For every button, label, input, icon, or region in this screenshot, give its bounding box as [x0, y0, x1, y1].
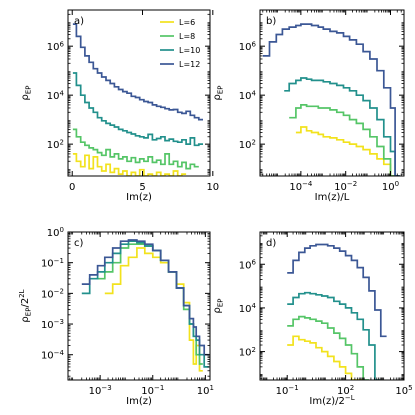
panel-b: 10−4​ 10−2​ 100​ 102​ 104​ 106​ Im(z)/L ρEP​ b): [212, 9, 405, 203]
panel-c: 10−3​ 10−1​ 101​ 10−4​ 10−3​ 10−2​ 10−1​ 100​ Im…: [18, 226, 214, 407]
series-line-l12: [81, 239, 209, 356]
axes-frame: [67, 9, 211, 177]
panel-label: d): [266, 238, 276, 249]
x-axis-label: Im(z): [126, 396, 152, 407]
series-line-l6: [295, 126, 400, 176]
y-tick-label: 104​: [47, 89, 65, 102]
x-axis-label: Im(z): [126, 192, 152, 203]
x-axis-label: Im(z)/2−L​: [309, 394, 354, 407]
panel-label: c): [74, 238, 83, 249]
y-tick-label: 10−2​: [41, 288, 64, 301]
y-tick-label: 102​: [47, 138, 64, 151]
series-line-l12: [287, 243, 387, 338]
series-line-l10: [72, 72, 203, 147]
axes-frame: [259, 9, 405, 177]
x-tick-label: 5: [139, 182, 145, 193]
y-tick-label: 10−4​: [41, 349, 65, 362]
x-tick-label: 102​: [337, 384, 354, 397]
x-tick-label: 10−3​: [89, 384, 112, 397]
series-line-l10: [284, 77, 400, 176]
series-line-l12: [72, 23, 203, 121]
y-axis-label: ρEP​: [212, 298, 225, 313]
y-axis-label: ρEP​/22L​: [18, 289, 32, 322]
series-line-l6: [72, 153, 187, 176]
x-tick-label: 10−1​: [276, 384, 299, 397]
panel-d: 10−1​ 102​ 105​ 102​ 104​ 106​ Im(z)/2−L​ ρEP​ d…: [212, 231, 413, 407]
y-tick-label: 102​: [239, 138, 256, 151]
legend-entry: L=10: [179, 46, 200, 55]
x-tick-label: 105​: [395, 384, 412, 397]
y-axis-label: ρEP​: [212, 85, 225, 100]
legend-entry: L=12: [179, 60, 200, 69]
panel-label: a): [74, 16, 84, 27]
axes-frame: [259, 231, 405, 381]
y-axis-label: ρEP​: [20, 85, 33, 100]
series-line-l8: [287, 315, 369, 380]
y-tick-label: 104​: [239, 302, 257, 315]
x-tick-label: 0: [69, 182, 75, 193]
y-tick-label: 100​: [47, 226, 64, 239]
series-line-l8: [289, 104, 400, 176]
y-tick-label: 10−1​: [41, 257, 64, 270]
x-tick-label: 10−1​: [141, 384, 164, 397]
x-tick-label: 10−2​: [334, 180, 357, 193]
panel-label: b): [266, 16, 276, 27]
x-tick-label: 10: [206, 182, 219, 193]
series-line-l12: [262, 23, 400, 176]
x-tick-label: 101​: [197, 384, 214, 397]
y-tick-label: 106​: [47, 40, 65, 53]
x-tick-label: 100​: [382, 180, 399, 193]
y-tick-label: 106​: [239, 40, 257, 53]
panel-a: 0 5 10 102​ 104​ 106​ Im(z) ρEP​ a) L=6 L=8 L=10 L=1…: [20, 9, 219, 203]
legend-entry: L=6: [179, 18, 195, 27]
x-tick-label: 10−4​: [289, 180, 313, 193]
series-line-l10: [287, 291, 381, 380]
y-tick-label: 102​: [239, 346, 256, 359]
series-line-l6: [287, 335, 364, 380]
legend-entry: L=8: [179, 32, 195, 41]
y-tick-label: 104​: [239, 89, 257, 102]
series-line-l6: [104, 247, 203, 372]
x-axis-label: Im(z)/L: [315, 192, 350, 203]
y-tick-label: 10−3​: [41, 318, 64, 331]
series-line-l8: [72, 128, 199, 170]
y-tick-label: 106​: [239, 258, 257, 271]
